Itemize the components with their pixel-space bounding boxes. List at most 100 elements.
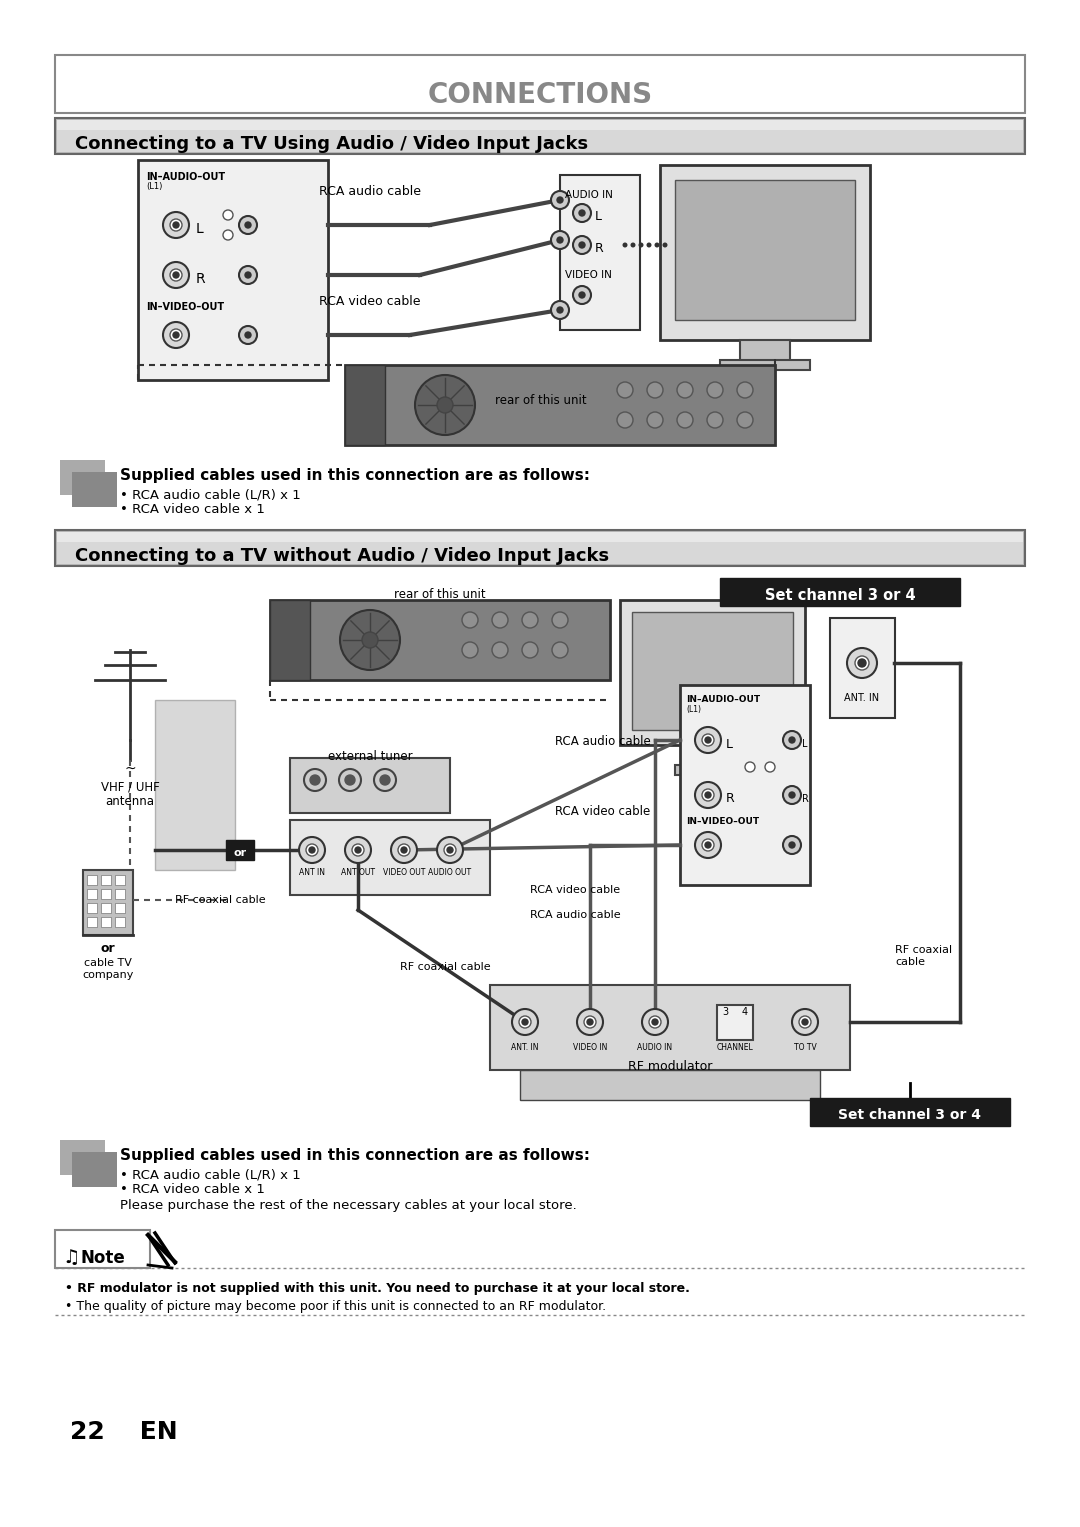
Circle shape — [799, 1015, 811, 1028]
Text: VHF / UHF
antenna: VHF / UHF antenna — [100, 780, 160, 808]
Circle shape — [647, 412, 663, 428]
Text: Please purchase the rest of the necessary cables at your local store.: Please purchase the rest of the necessar… — [120, 1199, 577, 1212]
Text: • RCA video cable x 1: • RCA video cable x 1 — [120, 1183, 265, 1196]
Circle shape — [170, 218, 183, 231]
Text: CONNECTIONS: CONNECTIONS — [428, 81, 652, 108]
Text: 4: 4 — [742, 1006, 748, 1017]
Bar — [226, 840, 254, 860]
Circle shape — [802, 1019, 808, 1025]
Circle shape — [222, 211, 233, 220]
Text: RCA video cable: RCA video cable — [555, 805, 650, 818]
Text: • RF modulator is not supplied with this unit. You need to purchase it at your l: • RF modulator is not supplied with this… — [65, 1283, 690, 1295]
Circle shape — [173, 221, 179, 228]
Circle shape — [737, 382, 753, 399]
Circle shape — [557, 197, 563, 203]
Text: cable TV
company: cable TV company — [82, 957, 134, 980]
Bar — [490, 985, 850, 1070]
Bar — [102, 902, 111, 913]
Circle shape — [399, 844, 410, 857]
Text: AUDIO IN: AUDIO IN — [637, 1043, 673, 1052]
Bar — [561, 176, 640, 330]
Text: Supplied cables used in this connection are as follows:: Supplied cables used in this connection … — [120, 1148, 590, 1164]
Bar — [720, 579, 960, 606]
Text: IN–AUDIO–OUT: IN–AUDIO–OUT — [146, 173, 225, 182]
Text: CHANNEL: CHANNEL — [717, 1043, 754, 1052]
Bar — [114, 889, 125, 899]
Text: • The quality of picture may become poor if this unit is connected to an RF modu: • The quality of picture may become poor… — [65, 1299, 606, 1313]
Circle shape — [783, 835, 801, 854]
Circle shape — [552, 641, 568, 658]
Circle shape — [437, 397, 453, 412]
Circle shape — [522, 641, 538, 658]
Circle shape — [573, 205, 591, 221]
Bar — [87, 918, 97, 927]
Text: RCA video cable: RCA video cable — [320, 295, 421, 308]
Text: AUDIO IN: AUDIO IN — [565, 189, 612, 200]
Text: L: L — [195, 221, 204, 237]
Bar — [102, 889, 111, 899]
Circle shape — [222, 231, 233, 240]
Circle shape — [512, 1009, 538, 1035]
Text: ANT. IN: ANT. IN — [845, 693, 879, 702]
Circle shape — [662, 243, 667, 247]
Text: Set channel 3 or 4: Set channel 3 or 4 — [765, 588, 916, 603]
Text: external tuner: external tuner — [327, 750, 413, 764]
Bar — [291, 820, 490, 895]
Text: L: L — [802, 739, 808, 750]
Text: AUDIO OUT: AUDIO OUT — [429, 867, 472, 876]
Circle shape — [622, 243, 627, 247]
Bar — [810, 1098, 1010, 1125]
Circle shape — [437, 837, 463, 863]
Bar — [87, 889, 97, 899]
Circle shape — [245, 272, 251, 278]
Text: Set channel 3 or 4: Set channel 3 or 4 — [838, 1109, 982, 1122]
Text: IN–AUDIO–OUT: IN–AUDIO–OUT — [686, 695, 760, 704]
Circle shape — [789, 841, 795, 847]
Circle shape — [391, 837, 417, 863]
Bar — [660, 165, 870, 341]
Text: L: L — [726, 738, 733, 750]
Circle shape — [677, 382, 693, 399]
Circle shape — [696, 727, 721, 753]
Circle shape — [519, 1015, 531, 1028]
Text: • RCA audio cable (L/R) x 1: • RCA audio cable (L/R) x 1 — [120, 489, 300, 501]
Circle shape — [584, 1015, 596, 1028]
Circle shape — [173, 272, 179, 278]
Circle shape — [163, 212, 189, 238]
Bar — [57, 121, 1023, 130]
Circle shape — [522, 1019, 528, 1025]
Circle shape — [792, 1009, 818, 1035]
Circle shape — [745, 762, 755, 773]
Circle shape — [551, 231, 569, 249]
Circle shape — [492, 612, 508, 628]
Bar — [72, 1151, 117, 1186]
Circle shape — [647, 382, 663, 399]
Circle shape — [855, 657, 869, 670]
Text: • RCA video cable x 1: • RCA video cable x 1 — [120, 502, 265, 516]
Circle shape — [163, 322, 189, 348]
Bar — [114, 902, 125, 913]
Circle shape — [309, 847, 315, 854]
Bar — [60, 1141, 105, 1174]
Bar — [270, 600, 310, 680]
Text: 3: 3 — [721, 1006, 728, 1017]
Circle shape — [380, 776, 390, 785]
Circle shape — [696, 832, 721, 858]
Bar — [675, 180, 855, 321]
Circle shape — [374, 770, 396, 791]
Circle shape — [649, 1015, 661, 1028]
Text: RCA audio cable: RCA audio cable — [555, 734, 651, 748]
Text: VIDEO OUT: VIDEO OUT — [382, 867, 426, 876]
Text: (L1): (L1) — [686, 705, 701, 715]
Bar — [717, 1005, 753, 1040]
Circle shape — [557, 307, 563, 313]
Text: R: R — [195, 272, 205, 286]
Bar — [831, 618, 895, 718]
Circle shape — [705, 841, 711, 847]
Bar — [102, 918, 111, 927]
Text: R: R — [595, 243, 604, 255]
Circle shape — [847, 647, 877, 678]
Text: L: L — [595, 211, 602, 223]
Circle shape — [310, 776, 320, 785]
Circle shape — [705, 738, 711, 744]
